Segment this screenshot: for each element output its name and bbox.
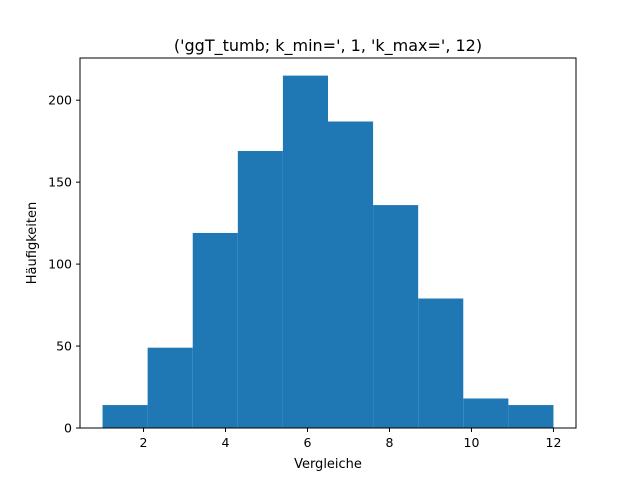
x-tick-label: 6 <box>304 435 312 450</box>
histogram-bar <box>328 121 374 428</box>
plot-frame <box>79 57 577 429</box>
histogram-bar <box>102 405 148 428</box>
histogram-bar <box>147 347 193 428</box>
chart-title: ('ggT_tumb; k_min=', 1, 'k_max=', 12) <box>174 36 482 56</box>
histogram-bar <box>418 298 464 428</box>
x-axis-label: Vergleiche <box>294 457 362 472</box>
bars-group <box>102 75 554 428</box>
x-tick-label: 2 <box>140 435 148 450</box>
y-axis-ticks: 0 50 100 150 200 <box>48 93 80 436</box>
x-tick-label: 12 <box>546 435 562 450</box>
y-tick-label: 50 <box>56 339 72 354</box>
x-axis-ticks: 2 4 6 8 10 12 <box>140 428 562 450</box>
y-tick-label: 200 <box>48 93 72 108</box>
y-tick-label: 100 <box>48 257 72 272</box>
histogram-bar <box>373 205 419 428</box>
y-axis-label: Häufigkeiten <box>25 202 40 284</box>
x-tick-label: 4 <box>222 435 230 450</box>
x-tick-label: 8 <box>386 435 394 450</box>
histogram-bar <box>463 398 509 428</box>
histogram-bar <box>237 151 283 428</box>
histogram-bar <box>192 232 238 428</box>
histogram-bar <box>508 405 554 428</box>
y-tick-label: 0 <box>64 421 72 436</box>
histogram-bar <box>282 75 328 428</box>
y-tick-label: 150 <box>48 175 72 190</box>
x-tick-label: 10 <box>464 435 480 450</box>
